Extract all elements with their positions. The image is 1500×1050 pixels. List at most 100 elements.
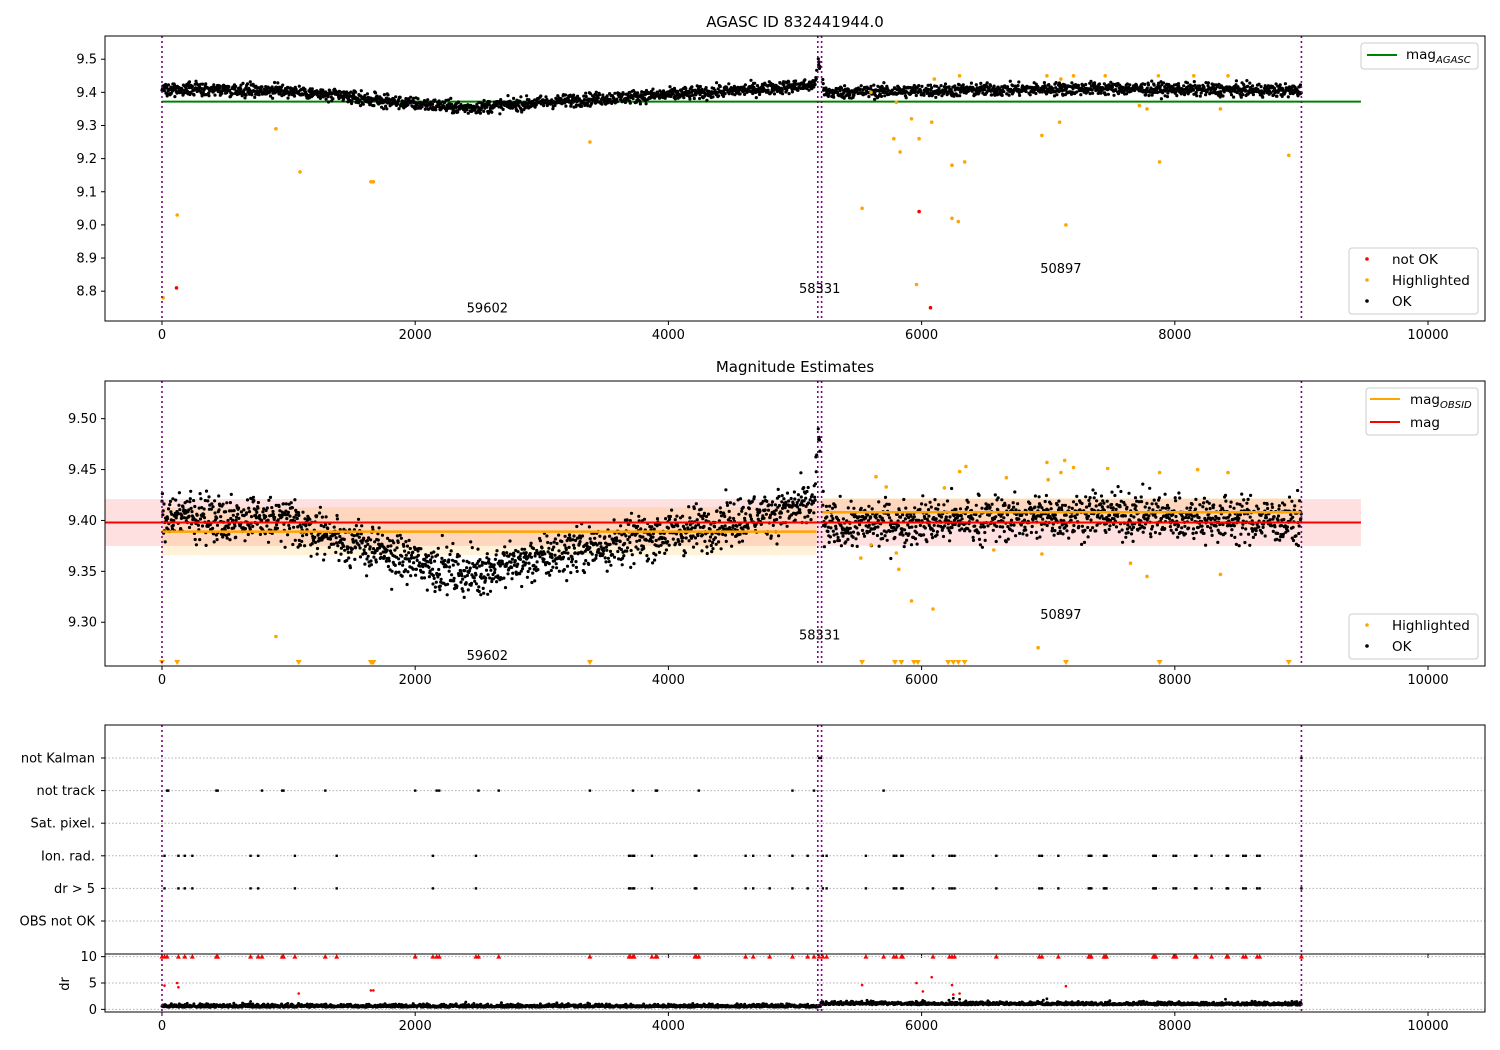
ok-point — [913, 90, 917, 95]
ok-point — [434, 108, 438, 112]
ok-point — [529, 541, 533, 545]
ok-point — [935, 530, 940, 534]
ok-point — [1052, 94, 1057, 98]
ok-point — [840, 531, 844, 535]
ok-point — [1155, 90, 1159, 95]
ok-point — [318, 96, 322, 100]
highlighted-point — [1192, 74, 1196, 78]
highlighted-point — [369, 180, 373, 184]
ok-point — [594, 90, 598, 94]
ok-point — [741, 505, 745, 509]
ok-point — [437, 567, 441, 572]
ok-point — [698, 96, 702, 101]
ok-point — [619, 547, 624, 552]
ok-point — [642, 517, 647, 521]
ok-point — [946, 526, 950, 530]
ok-point — [668, 514, 673, 519]
ok-point — [382, 107, 386, 111]
ok-point — [738, 532, 742, 536]
ok-point — [664, 517, 668, 521]
ok-point — [990, 502, 994, 506]
ok-point — [654, 553, 658, 557]
ok-point — [645, 554, 649, 558]
y-tick-label: 9.5 — [76, 53, 97, 68]
not-ok-point — [917, 209, 921, 214]
ok-point — [404, 540, 408, 544]
ok-point — [605, 548, 609, 552]
ok-point — [284, 502, 288, 506]
ok-point — [402, 544, 406, 548]
ok-point — [519, 569, 523, 573]
ok-point — [228, 501, 232, 505]
ok-point — [862, 532, 866, 536]
ok-point — [653, 558, 657, 562]
ok-point — [635, 98, 639, 102]
ok-point — [222, 533, 226, 537]
ok-point — [574, 103, 579, 107]
ok-point — [867, 504, 871, 508]
ok-point — [557, 549, 561, 553]
ok-point — [542, 104, 546, 108]
ok-point — [828, 504, 832, 508]
ok-point — [553, 103, 557, 108]
ok-point — [384, 104, 388, 108]
ok-point — [836, 90, 840, 95]
ok-point — [625, 546, 630, 550]
ok-point — [862, 534, 867, 538]
ok-point — [189, 489, 193, 493]
ok-point — [491, 577, 495, 581]
ok-point — [629, 565, 633, 570]
ok-point — [637, 514, 641, 518]
ok-point — [848, 526, 852, 530]
ok-point — [429, 558, 433, 562]
ok-point — [773, 512, 777, 516]
ok-point — [401, 560, 405, 564]
ok-point — [889, 556, 893, 561]
y-tick-label: 9.3 — [76, 119, 97, 134]
ok-point — [655, 91, 660, 95]
ok-point — [629, 548, 633, 553]
ok-point — [1140, 86, 1144, 90]
ok-point — [598, 534, 602, 538]
ok-point — [787, 92, 791, 96]
ok-point — [582, 570, 587, 575]
ok-point — [552, 540, 556, 544]
ok-point — [968, 529, 972, 533]
ok-point — [387, 97, 391, 101]
ok-point — [423, 107, 427, 111]
ok-point — [474, 582, 478, 586]
ok-point — [923, 526, 927, 530]
ok-point — [603, 556, 607, 560]
ok-point — [348, 566, 352, 570]
ok-point — [449, 96, 453, 100]
ok-point — [322, 558, 326, 562]
ok-point — [429, 100, 433, 104]
ok-point — [187, 525, 192, 530]
ok-point — [852, 506, 856, 510]
ok-point — [1063, 83, 1067, 87]
ok-point — [923, 516, 927, 521]
ok-point — [540, 553, 545, 557]
ok-point — [932, 523, 936, 527]
ok-point — [413, 107, 417, 111]
ok-point — [457, 554, 461, 558]
ok-point — [377, 526, 381, 530]
ok-point — [213, 511, 217, 515]
x-tick-label: 4000 — [652, 328, 685, 343]
ok-point — [586, 104, 590, 108]
ok-point — [882, 81, 886, 85]
ok-point — [418, 561, 422, 565]
ok-point — [977, 537, 982, 542]
ok-point — [663, 551, 667, 556]
ok-point — [715, 509, 719, 513]
ok-point — [168, 499, 173, 503]
ok-point — [505, 561, 509, 566]
ok-point — [493, 567, 497, 572]
ok-point — [190, 510, 194, 514]
ok-point — [570, 557, 575, 561]
ok-point — [651, 535, 655, 539]
ok-point — [714, 542, 718, 546]
ok-point — [1112, 93, 1116, 97]
ok-point — [495, 580, 499, 584]
ok-point — [857, 515, 861, 519]
